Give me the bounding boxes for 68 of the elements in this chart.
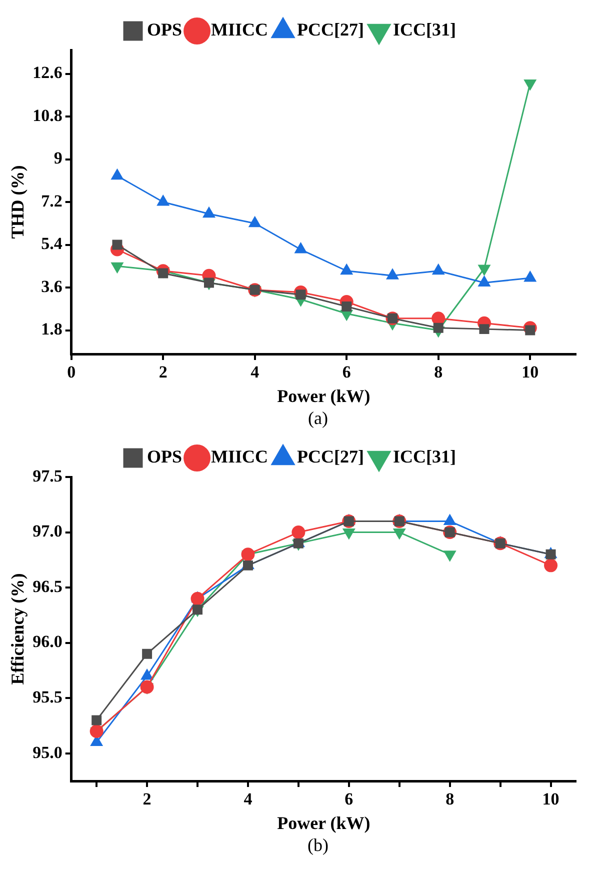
y-tick-label: 95.5 — [32, 687, 62, 706]
point — [433, 322, 444, 333]
text: (b) — [306, 835, 330, 856]
point — [340, 264, 353, 275]
point — [190, 592, 204, 606]
x-tick-label: 10 — [542, 790, 560, 809]
x-tick-label: 10 — [522, 362, 539, 382]
legend-label: OPS — [147, 446, 182, 467]
point — [204, 278, 214, 288]
point — [157, 195, 170, 206]
point — [111, 169, 124, 180]
point — [432, 312, 446, 326]
point — [142, 648, 152, 659]
point — [296, 290, 306, 300]
point — [242, 560, 253, 570]
y-tick-label: 1.8 — [41, 320, 62, 339]
point — [203, 207, 215, 218]
x-tick-label: 4 — [250, 362, 260, 382]
point — [92, 715, 102, 726]
point — [386, 268, 398, 280]
point — [293, 538, 304, 548]
y-tick-label: 5.4 — [41, 234, 63, 254]
point — [248, 216, 261, 228]
x-tick-label: 8 — [446, 790, 454, 809]
y-tick-label: 3.6 — [41, 276, 62, 296]
x-axis-title: Power (kW) — [277, 386, 370, 406]
y-tick-label: 12.6 — [32, 63, 62, 82]
x-tick-label: 6 — [344, 790, 354, 809]
point — [292, 526, 306, 540]
y-tick-label: 9 — [54, 148, 62, 168]
y-tick-label: 96.5 — [32, 576, 62, 596]
legend-label: PCC[27] — [297, 446, 364, 467]
point — [478, 276, 490, 286]
y-tick-label: 7.2 — [41, 191, 62, 210]
y-tick-label: 10.8 — [32, 106, 62, 125]
point — [192, 604, 203, 615]
y-tick-label: 95.0 — [32, 742, 62, 762]
legend-label: ICC[31] — [392, 446, 456, 467]
legend-label: PCC[27] — [297, 20, 364, 40]
y-axis-title: THD (%) — [7, 165, 28, 239]
x-tick-label: 8 — [434, 362, 443, 382]
point — [524, 271, 536, 282]
x-tick-label: 4 — [244, 790, 253, 809]
legend-label: OPS — [147, 20, 182, 40]
point — [241, 548, 255, 562]
point — [90, 724, 104, 738]
x-tick-label: 6 — [342, 362, 351, 382]
legend-label: MIICC — [211, 20, 268, 40]
legend-label: ICC[31] — [392, 20, 456, 40]
legend-label: MIICC — [211, 446, 268, 467]
y-tick-label: 97.0 — [32, 522, 62, 541]
x-axis-title: Power (kW) — [277, 812, 370, 833]
x-tick-label: 0 — [67, 362, 76, 382]
point — [546, 549, 556, 560]
y-tick-label: 96.0 — [32, 632, 62, 652]
point — [294, 242, 307, 254]
text: (a) — [307, 408, 329, 429]
point — [140, 680, 154, 694]
x-tick-label: 2 — [142, 790, 152, 809]
point — [112, 240, 122, 250]
point — [479, 324, 490, 334]
point — [141, 669, 153, 680]
y-axis-title: Efficiency (%) — [7, 573, 28, 685]
point — [544, 558, 558, 572]
point — [432, 264, 444, 275]
point — [342, 302, 352, 312]
y-tick-label: 97.5 — [32, 466, 62, 486]
x-tick-label: 2 — [158, 362, 168, 382]
